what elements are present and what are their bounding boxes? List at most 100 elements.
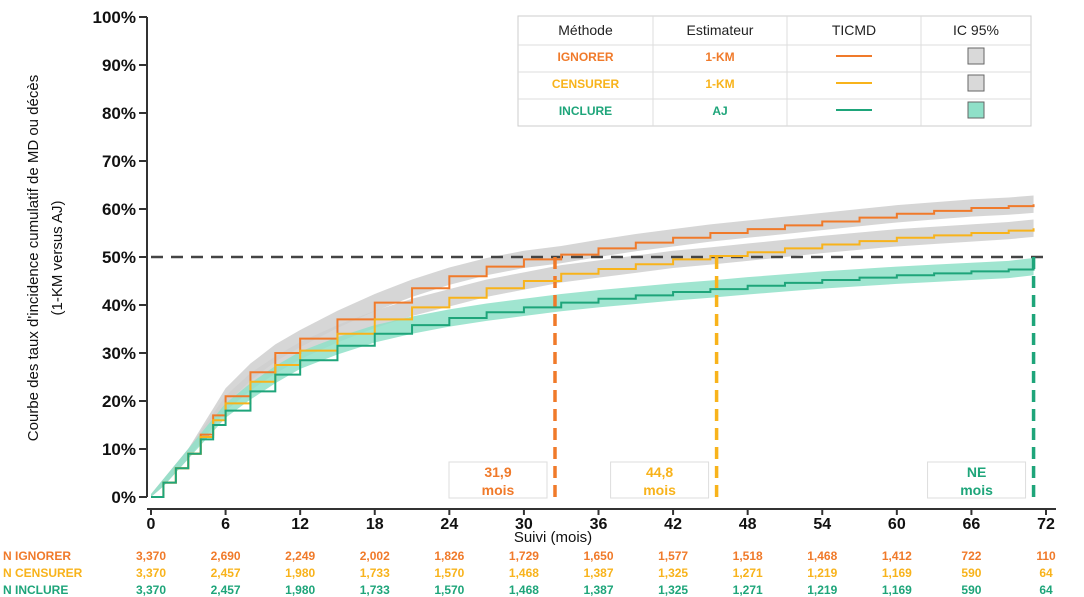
risk-value-censurer: 3,370 bbox=[136, 566, 166, 580]
risk-value-ignorer: 1,826 bbox=[434, 549, 464, 563]
risk-value-censurer: 1,219 bbox=[807, 566, 837, 580]
y-tick-label: 30% bbox=[102, 344, 136, 363]
median-box-inclure bbox=[927, 461, 1027, 499]
risk-value-censurer: 590 bbox=[961, 566, 981, 580]
ci-band-censurer bbox=[151, 219, 1034, 497]
x-tick-label: 72 bbox=[1037, 516, 1055, 533]
x-tick-label: 24 bbox=[440, 516, 458, 533]
risk-value-inclure: 1,271 bbox=[733, 583, 763, 597]
risk-value-censurer: 1,980 bbox=[285, 566, 315, 580]
risk-value-censurer: 1,733 bbox=[360, 566, 390, 580]
risk-value-inclure: 3,370 bbox=[136, 583, 166, 597]
risk-value-inclure: 1,980 bbox=[285, 583, 315, 597]
risk-value-censurer: 1,169 bbox=[882, 566, 912, 580]
x-tick-label: 42 bbox=[664, 516, 682, 533]
y-tick-label: 80% bbox=[102, 104, 136, 123]
x-axis-label: Suivi (mois) bbox=[514, 529, 592, 546]
y-tick-label: 40% bbox=[102, 296, 136, 315]
legend-ci-swatch-inclure bbox=[967, 101, 985, 119]
y-tick-label: 70% bbox=[102, 152, 136, 171]
risk-row-label-censurer: N CENSURER bbox=[3, 566, 83, 580]
risk-value-ignorer: 1,729 bbox=[509, 549, 539, 563]
risk-value-censurer: 1,271 bbox=[733, 566, 763, 580]
risk-value-ignorer: 1,468 bbox=[807, 549, 837, 563]
legend-header: Estimateur bbox=[687, 22, 754, 38]
y-axis-label-line1: Courbe des taux d'incidence cumulatif de… bbox=[25, 75, 42, 441]
legend-header: TICMD bbox=[832, 22, 876, 38]
axes: 0% 10% 20% 30% 40% 50% 60% 70% 80% 90% 100% 0 6 12 18 2… bbox=[93, 8, 1056, 533]
risk-value-ignorer: 722 bbox=[961, 549, 981, 563]
legend-ci-swatch-censurer bbox=[967, 74, 985, 92]
risk-value-ignorer: 2,690 bbox=[211, 549, 241, 563]
ci-band-inclure bbox=[151, 257, 1034, 497]
risk-row-label-inclure: N INCLURE bbox=[3, 583, 68, 597]
legend-method-censurer: CENSURER bbox=[552, 77, 620, 91]
numbers-at-risk-table: N IGNORER 3,370 2,690 2,249 2,002 1,826 1,729 1… bbox=[3, 549, 1056, 597]
risk-value-censurer: 2,457 bbox=[211, 566, 241, 580]
y-tick-label: 50% bbox=[102, 248, 136, 267]
risk-row-label-ignorer: N IGNORER bbox=[3, 549, 71, 563]
x-tick-label: 48 bbox=[739, 516, 757, 533]
y-tick-label: 90% bbox=[102, 56, 136, 75]
median-box-censurer bbox=[610, 461, 710, 499]
x-tick-label: 12 bbox=[291, 516, 309, 533]
x-tick-label: 36 bbox=[590, 516, 608, 533]
x-tick-label: 60 bbox=[888, 516, 906, 533]
risk-value-inclure: 1,169 bbox=[882, 583, 912, 597]
confidence-bands bbox=[151, 195, 1034, 497]
risk-value-censurer: 1,468 bbox=[509, 566, 539, 580]
legend-estimator-censurer: 1-KM bbox=[705, 77, 734, 91]
legend-frame bbox=[517, 15, 1032, 127]
incidence-curves bbox=[151, 204, 1035, 498]
risk-value-inclure: 1,219 bbox=[807, 583, 837, 597]
risk-value-ignorer: 1,577 bbox=[658, 549, 688, 563]
risk-value-inclure: 1,570 bbox=[434, 583, 464, 597]
risk-value-inclure: 1,733 bbox=[360, 583, 390, 597]
risk-value-ignorer: 1,650 bbox=[583, 549, 613, 563]
legend-method-ignorer: IGNORER bbox=[557, 50, 613, 64]
risk-value-ignorer: 2,249 bbox=[285, 549, 315, 563]
legend-ci-swatch-ignorer bbox=[967, 47, 985, 65]
y-tick-label: 20% bbox=[102, 392, 136, 411]
risk-value-inclure: 1,468 bbox=[509, 583, 539, 597]
risk-value-censurer: 1,387 bbox=[583, 566, 613, 580]
median-unit-ignorer: mois bbox=[482, 482, 515, 498]
y-tick-label: 0% bbox=[111, 488, 136, 507]
y-tick-label: 100% bbox=[93, 8, 136, 27]
x-tick-label: 0 bbox=[147, 516, 156, 533]
x-tick-label: 66 bbox=[963, 516, 981, 533]
median-unit-inclure: mois bbox=[960, 482, 993, 498]
risk-value-ignorer: 110 bbox=[1036, 549, 1056, 563]
legend-header: Méthode bbox=[558, 22, 613, 38]
legend-estimator-inclure: AJ bbox=[712, 104, 727, 118]
median-value-censurer: 44,8 bbox=[646, 464, 673, 480]
risk-value-inclure: 1,325 bbox=[658, 583, 688, 597]
curve-inclure bbox=[151, 266, 1035, 498]
risk-value-censurer: 1,570 bbox=[434, 566, 464, 580]
y-tick-label: 10% bbox=[102, 440, 136, 459]
legend-header: IC 95% bbox=[953, 22, 999, 38]
x-tick-label: 54 bbox=[813, 516, 831, 533]
risk-value-inclure: 64 bbox=[1039, 583, 1053, 597]
median-value-ignorer: 31,9 bbox=[484, 464, 511, 480]
risk-value-ignorer: 3,370 bbox=[136, 549, 166, 563]
risk-value-censurer: 64 bbox=[1039, 566, 1053, 580]
risk-value-ignorer: 1,518 bbox=[733, 549, 763, 563]
median-value-inclure: NE bbox=[967, 464, 986, 480]
y-tick-label: 60% bbox=[102, 200, 136, 219]
risk-value-censurer: 1,325 bbox=[658, 566, 688, 580]
legend-estimator-ignorer: 1-KM bbox=[705, 50, 734, 64]
x-tick-label: 6 bbox=[221, 516, 230, 533]
risk-value-inclure: 1,387 bbox=[583, 583, 613, 597]
x-tick-label: 30 bbox=[515, 516, 533, 533]
median-markers: 31,9 mois 44,8 mois NE mois bbox=[448, 257, 1036, 499]
risk-value-ignorer: 2,002 bbox=[360, 549, 390, 563]
y-axis-label-line2: (1-KM versus AJ) bbox=[49, 200, 66, 315]
median-unit-censurer: mois bbox=[643, 482, 676, 498]
risk-value-inclure: 2,457 bbox=[211, 583, 241, 597]
risk-value-inclure: 590 bbox=[961, 583, 981, 597]
x-tick-label: 18 bbox=[366, 516, 384, 533]
risk-value-ignorer: 1,412 bbox=[882, 549, 912, 563]
legend-method-inclure: INCLURE bbox=[559, 104, 612, 118]
